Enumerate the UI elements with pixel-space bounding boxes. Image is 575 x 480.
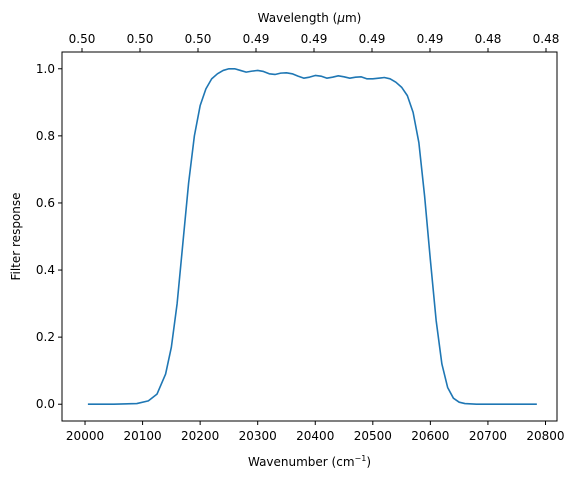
x-tick-label: 20800 [526,429,564,443]
x-tick-label: 20200 [181,429,219,443]
x-tick-label: 20600 [411,429,449,443]
x-tick-label: 20300 [239,429,277,443]
top-tick-label: 0.50 [185,32,212,46]
series-layer [87,67,537,406]
y-tick-label: 0.8 [36,129,55,143]
axes-frame [61,51,558,422]
x-tick-label: 20000 [66,429,104,443]
top-x-axis-label: Wavelength (μm) [258,11,362,25]
y-axis-label: Filter response [9,192,23,280]
plot-area [87,67,537,406]
x-axis-label-superscript: −1 [355,454,367,463]
top-tick-label: 0.49 [243,32,270,46]
series-line-0 [87,67,537,406]
top-tick-label: 0.50 [69,32,96,46]
x-tick-label: 20100 [123,429,161,443]
left-y-ticks: 0.0 0.2 0.4 0.6 0.8 1.0 [36,62,62,411]
y-tick-label: 0.0 [36,397,55,411]
top-tick-label: 0.48 [475,32,502,46]
y-tick-label: 0.6 [36,196,55,210]
x-tick-label: 20700 [469,429,507,443]
top-x-ticks: 0.50 0.50 0.50 0.49 0.49 0.49 0.49 0.48 0.48 [69,32,560,52]
top-tick-label: 0.49 [417,32,444,46]
x-tick-label: 20500 [354,429,392,443]
y-tick-label: 0.2 [36,330,55,344]
y-tick-label: 1.0 [36,62,55,76]
top-tick-label: 0.49 [301,32,328,46]
bottom-x-ticks: 20000 20100 20200 20300 20400 20500 20600 20700… [66,421,565,443]
x-axis-label: Wavenumber (cm−1) [248,454,371,469]
top-tick-label: 0.50 [127,32,154,46]
y-tick-label: 0.4 [36,263,55,277]
top-tick-label: 0.48 [533,32,560,46]
top-tick-label: 0.49 [359,32,386,46]
x-tick-label: 20400 [296,429,334,443]
